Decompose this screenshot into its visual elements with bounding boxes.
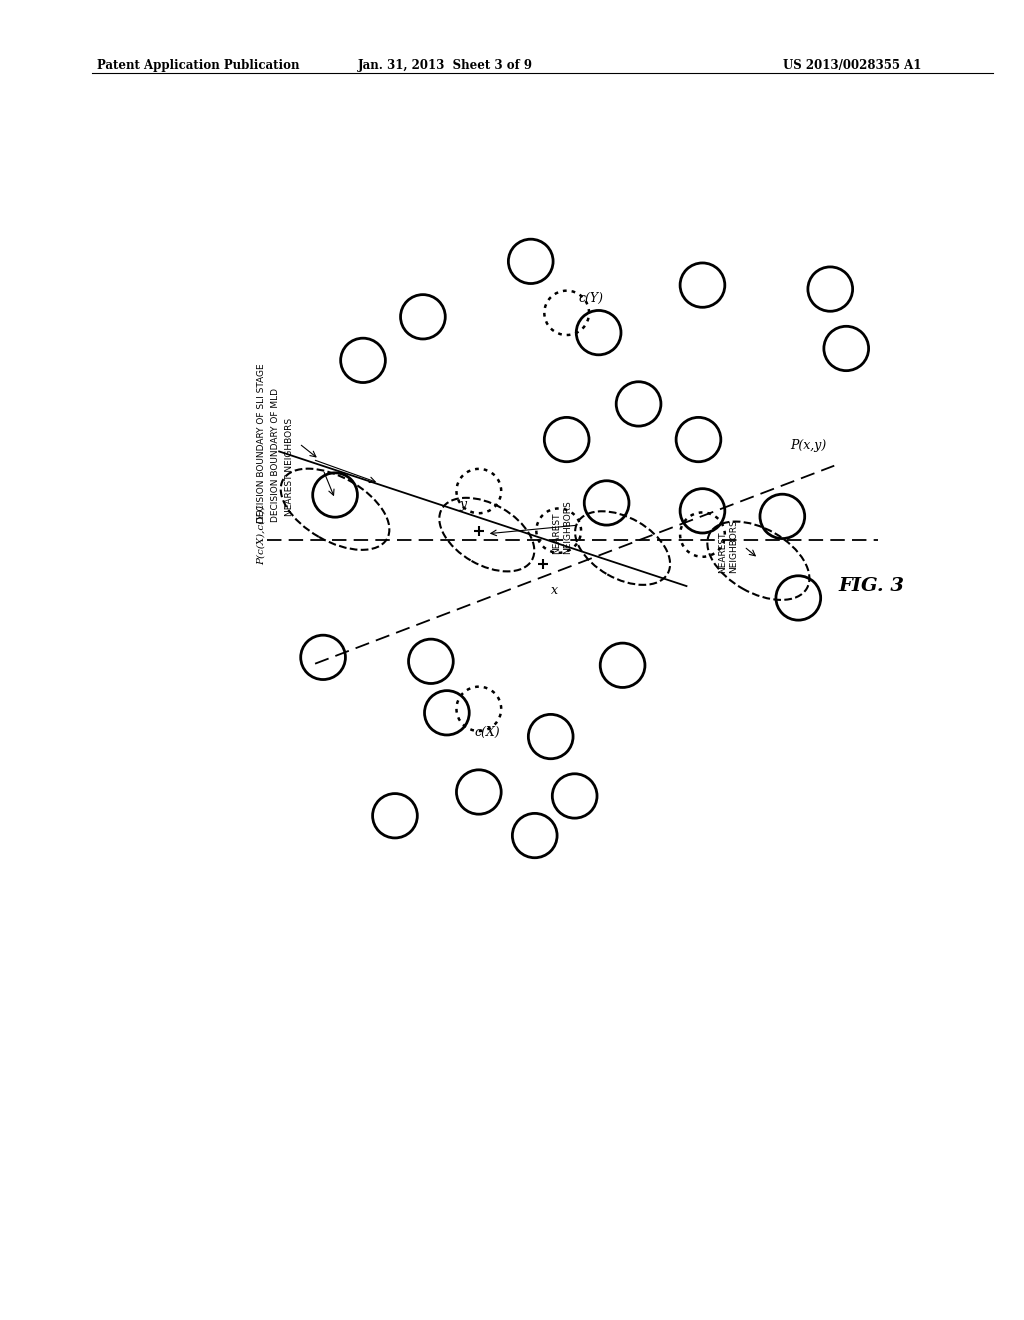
- Text: P(c(X),c(Y)): P(c(X),c(Y)): [257, 504, 266, 565]
- Text: Patent Application Publication: Patent Application Publication: [97, 59, 300, 73]
- Text: y: y: [460, 498, 467, 511]
- Text: c(X): c(X): [474, 726, 500, 739]
- Text: NEAREST
NEIGHBORS: NEAREST NEIGHBORS: [719, 520, 738, 573]
- Text: P(x,y): P(x,y): [791, 438, 826, 451]
- Text: DECISION BOUNDARY OF SLI STAGE: DECISION BOUNDARY OF SLI STAGE: [257, 364, 266, 523]
- Text: FIG. 3: FIG. 3: [839, 577, 904, 595]
- Text: c(Y): c(Y): [579, 292, 604, 305]
- Text: x: x: [551, 583, 558, 597]
- Text: NEAREST
NEIGHBORS: NEAREST NEIGHBORS: [552, 500, 571, 553]
- Text: US 2013/0028355 A1: US 2013/0028355 A1: [783, 59, 922, 73]
- Text: Jan. 31, 2013  Sheet 3 of 9: Jan. 31, 2013 Sheet 3 of 9: [358, 59, 532, 73]
- Text: DECISION BOUNDARY OF MLD: DECISION BOUNDARY OF MLD: [270, 388, 280, 523]
- Text: NEAREST NEIGHBORS: NEAREST NEIGHBORS: [285, 418, 294, 516]
